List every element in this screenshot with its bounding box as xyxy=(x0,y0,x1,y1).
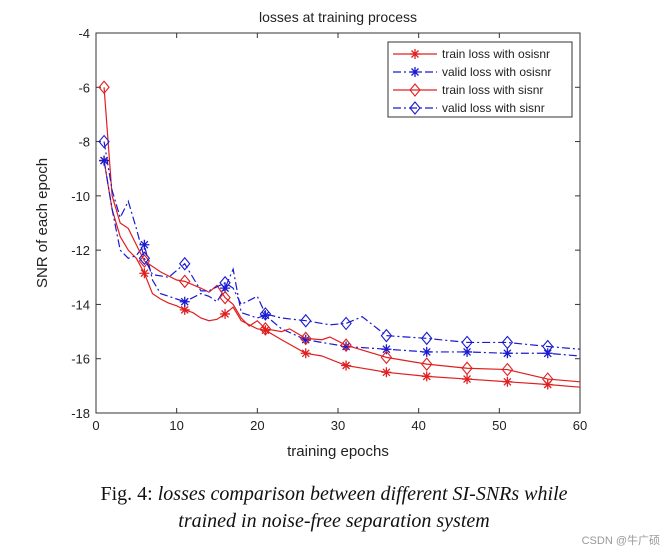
x-tick-label: 0 xyxy=(92,418,99,433)
data-point xyxy=(341,360,352,371)
legend-marker xyxy=(410,67,420,77)
data-point xyxy=(300,334,311,345)
y-tick-label: -12 xyxy=(71,243,90,258)
data-point xyxy=(179,304,190,315)
data-point xyxy=(501,362,514,377)
data-point xyxy=(300,313,312,328)
data-point xyxy=(219,290,231,305)
y-tick-label: -6 xyxy=(78,80,90,95)
data-point xyxy=(341,341,352,352)
x-tick-label: 50 xyxy=(492,418,506,433)
data-point xyxy=(179,296,190,307)
data-point xyxy=(179,256,191,271)
data-point xyxy=(139,268,150,279)
caption-text-2: trained in noise-free separation system xyxy=(178,510,490,532)
y-tick-label: -14 xyxy=(71,297,90,312)
legend-label: train loss with osisnr xyxy=(442,47,550,61)
series-2 xyxy=(98,80,581,386)
data-point xyxy=(421,331,433,346)
data-point xyxy=(300,348,311,359)
chart-title: losses at training process xyxy=(259,9,417,25)
data-point xyxy=(502,376,513,387)
data-point xyxy=(462,374,473,385)
data-point xyxy=(421,357,433,372)
series-line xyxy=(103,141,581,350)
x-tick-label: 30 xyxy=(331,418,345,433)
data-point xyxy=(381,344,392,355)
data-point xyxy=(542,372,554,386)
data-point xyxy=(98,134,110,149)
x-tick-label: 10 xyxy=(169,418,183,433)
data-point xyxy=(259,321,272,336)
data-point xyxy=(462,346,473,357)
data-point xyxy=(421,346,432,357)
y-tick-label: -4 xyxy=(78,26,90,41)
data-point xyxy=(380,350,393,365)
caption-text-1: losses comparison between different SI-S… xyxy=(157,483,568,505)
caption-prefix: Fig. 4: xyxy=(100,483,158,505)
series-3 xyxy=(98,134,581,354)
y-tick-label: -10 xyxy=(71,189,90,204)
caption-line-1: Fig. 4: losses comparison between differ… xyxy=(0,483,668,506)
watermark: CSDN @牛广硕 xyxy=(581,535,660,547)
data-point xyxy=(260,310,271,321)
y-tick-label: -8 xyxy=(78,135,90,150)
data-point xyxy=(380,328,393,343)
data-point xyxy=(138,254,151,268)
data-point xyxy=(259,307,272,321)
y-axis-label: SNR of each epoch xyxy=(34,158,51,288)
caption-line-2: trained in noise-free separation system xyxy=(0,510,668,533)
data-point xyxy=(139,239,150,250)
x-tick-label: 60 xyxy=(573,418,587,433)
legend-marker xyxy=(409,83,421,97)
data-point xyxy=(300,331,312,346)
data-point xyxy=(542,339,554,354)
data-point xyxy=(502,348,513,359)
legend-label: valid loss with osisnr xyxy=(442,65,551,79)
series-line xyxy=(103,160,581,357)
legend-marker xyxy=(409,101,421,115)
legend-label: valid loss with sisnr xyxy=(442,101,545,115)
data-point xyxy=(99,155,110,166)
data-point xyxy=(340,316,352,331)
legend: train loss with osisnr valid loss with os… xyxy=(387,41,573,118)
x-axis-label: training epochs xyxy=(287,443,389,460)
data-point xyxy=(220,308,231,319)
y-tick-label: -16 xyxy=(71,352,90,367)
data-point xyxy=(461,361,473,376)
data-point xyxy=(179,274,191,289)
x-tick-label: 40 xyxy=(411,418,425,433)
data-point xyxy=(461,335,473,350)
data-point xyxy=(98,80,110,95)
data-point xyxy=(381,367,392,378)
data-point xyxy=(219,275,231,290)
y-tick-label: -18 xyxy=(71,406,90,421)
legend-marker xyxy=(410,49,420,59)
x-tick-label: 20 xyxy=(250,418,264,433)
data-point xyxy=(260,325,271,336)
data-point xyxy=(501,335,514,350)
series-line xyxy=(103,87,581,383)
data-point xyxy=(421,371,432,382)
data-point xyxy=(340,338,352,353)
data-point xyxy=(138,251,151,266)
legend-label: train loss with sisnr xyxy=(442,83,543,97)
chart: 0 10 20 30 40 50 60 -4 -6 -8 -10 -12 -14 -16 -18 losses… xyxy=(34,9,587,460)
